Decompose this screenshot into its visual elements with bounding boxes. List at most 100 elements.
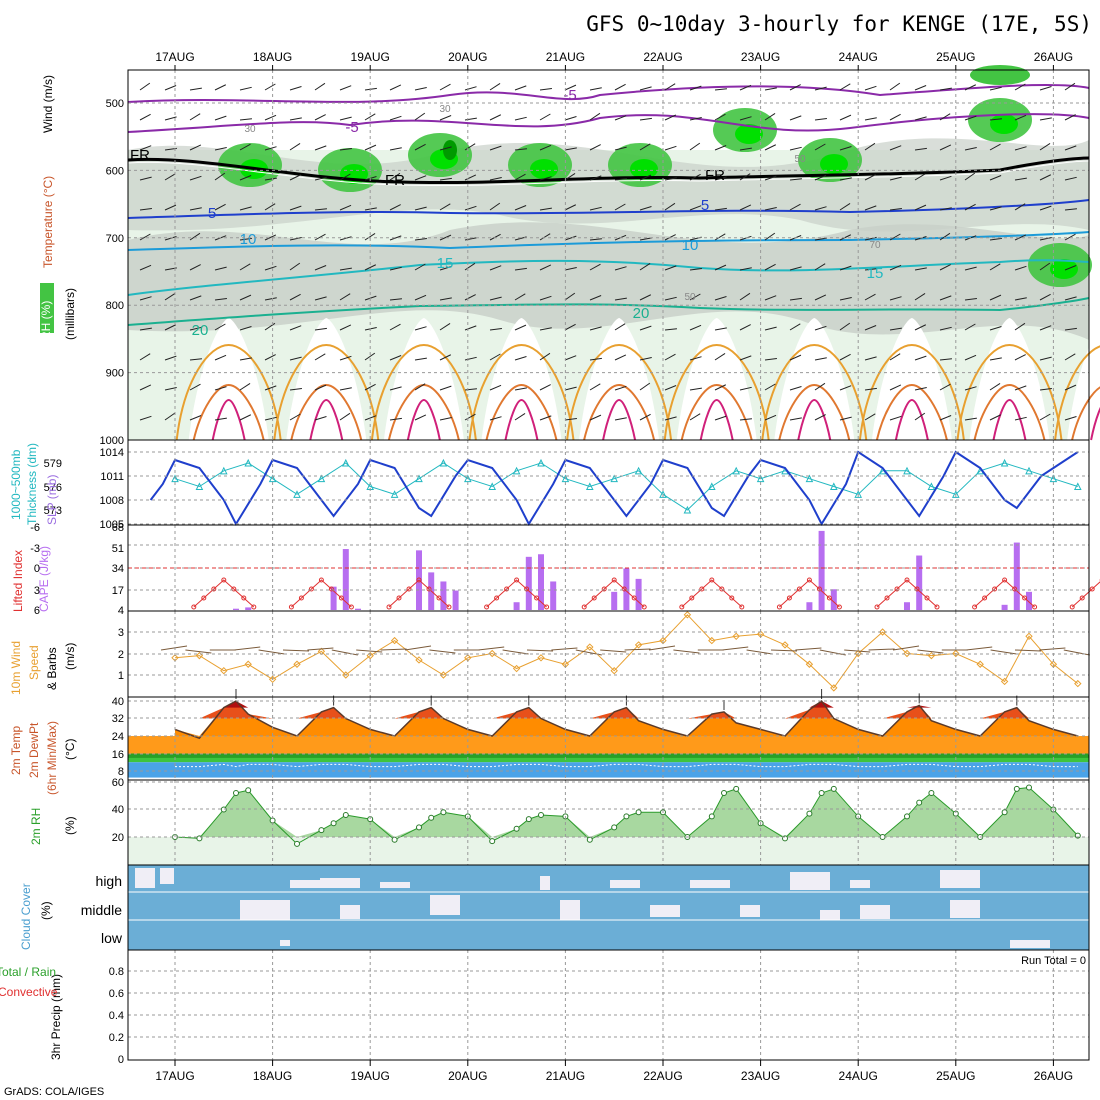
rh-legend-swatch (40, 283, 54, 333)
wind-barb (439, 83, 451, 91)
wind10-barb (990, 649, 1017, 655)
wind10-point (903, 649, 911, 658)
wind10-point (244, 660, 252, 668)
upper-ytick-label: 500 (106, 98, 124, 110)
panel-ylabels: Wind (m/s) Temperature (°C) RH (%) (mill… (0, 75, 1086, 1060)
wind-barb (989, 206, 1002, 211)
wind-barb (889, 296, 902, 301)
ytick-label: 1005 (100, 519, 124, 531)
lifted-index-line (583, 579, 645, 608)
lifted-index-point (544, 604, 550, 610)
wind-barb (264, 322, 276, 331)
wind-barb (739, 147, 752, 151)
wind-barb (139, 264, 152, 271)
cloud-block (940, 870, 980, 888)
wind-barb (464, 237, 477, 241)
upper-ytick-label: 900 (106, 368, 124, 380)
wind-barb (939, 175, 952, 181)
cloud-level-label: low (101, 930, 123, 946)
thickness-point (390, 490, 399, 498)
rh-point (916, 799, 923, 806)
wind-barb (139, 296, 152, 301)
wind-barb (264, 265, 277, 271)
wind-barb (664, 177, 677, 181)
cape-bar (245, 607, 252, 610)
wind-barb (914, 387, 927, 391)
wind-barb (1014, 177, 1027, 181)
contour-25 (663, 343, 770, 441)
wind-barb (1039, 205, 1052, 211)
wind-barb (614, 266, 627, 271)
upper-ytick-label: 1000 (100, 435, 124, 447)
wind-barb (914, 355, 927, 361)
wind-barb (664, 202, 676, 211)
lifted-index-point (836, 604, 842, 610)
wind-barb (939, 113, 951, 121)
wind-barb (139, 82, 151, 91)
rh-point (928, 790, 935, 796)
wind-barb (1039, 117, 1052, 121)
wind-barb (939, 415, 952, 421)
lifted-index-line (876, 579, 938, 608)
contour-minus5-lower (127, 113, 1090, 133)
wind-barb (764, 113, 776, 121)
wind-barb (139, 384, 152, 391)
wind-barb (939, 295, 952, 301)
wind-barb (714, 264, 727, 271)
thickness-point (219, 466, 228, 475)
lifted-index-point (298, 595, 304, 601)
wind-barb (1064, 384, 1077, 391)
wind-barb (289, 413, 301, 421)
cape-bar (513, 602, 520, 610)
wind-barb (964, 386, 977, 391)
wind-barb (289, 237, 302, 241)
contour-30 (875, 383, 948, 441)
wind-barb (614, 115, 627, 121)
wind-barb (764, 383, 776, 391)
wind-barb (739, 116, 752, 121)
wind10-point (366, 651, 374, 660)
ylabel-rh2m: 2m RH (29, 808, 43, 845)
bottom-date-label: 22AUG (643, 1069, 682, 1083)
wind10-point (952, 649, 960, 658)
cape-bar (342, 549, 349, 610)
thickness-point (1000, 458, 1009, 467)
wind-barb (314, 82, 326, 91)
ylabel-lifted: Lifted Index (11, 550, 25, 612)
wind-barb (264, 203, 276, 211)
wind-barb (514, 413, 526, 421)
wind-barb (239, 294, 252, 301)
wind-barb (539, 144, 552, 151)
top-date-label: 17AUG (155, 50, 194, 64)
wind10-point (195, 651, 204, 660)
cape-bar (440, 581, 447, 610)
lifted-index-point (524, 586, 530, 592)
wind-barb (1014, 265, 1027, 271)
wind10-barb (429, 649, 456, 654)
contour-label: 5 (701, 197, 709, 214)
wind-barb (1039, 262, 1051, 271)
lifted-index-point (534, 595, 540, 601)
rh-point (818, 790, 825, 796)
wind-barb (489, 296, 502, 301)
lifted-index-point (796, 586, 802, 592)
wind-barb (339, 267, 352, 271)
ylabel-cape: CAPE (J/kg) (37, 546, 51, 612)
ytick-label: 3 (34, 585, 40, 597)
wind-barb (389, 147, 402, 151)
thickness-point (683, 505, 692, 514)
contour-label: 15 (867, 265, 884, 282)
ytick-label: 0.4 (109, 1010, 124, 1022)
wind-barb (314, 176, 327, 181)
wind-barb (539, 113, 551, 121)
contour-25 (370, 343, 477, 441)
wind-barb (464, 413, 476, 421)
lifted-index-point (729, 595, 735, 601)
wind-barb (714, 113, 726, 121)
upper-dry-plume (188, 318, 269, 440)
rh-point (489, 838, 496, 845)
wind10-barb (234, 646, 261, 651)
cloud-block (820, 910, 840, 920)
wind-barb (614, 83, 626, 91)
wind10-barb (1063, 649, 1090, 656)
